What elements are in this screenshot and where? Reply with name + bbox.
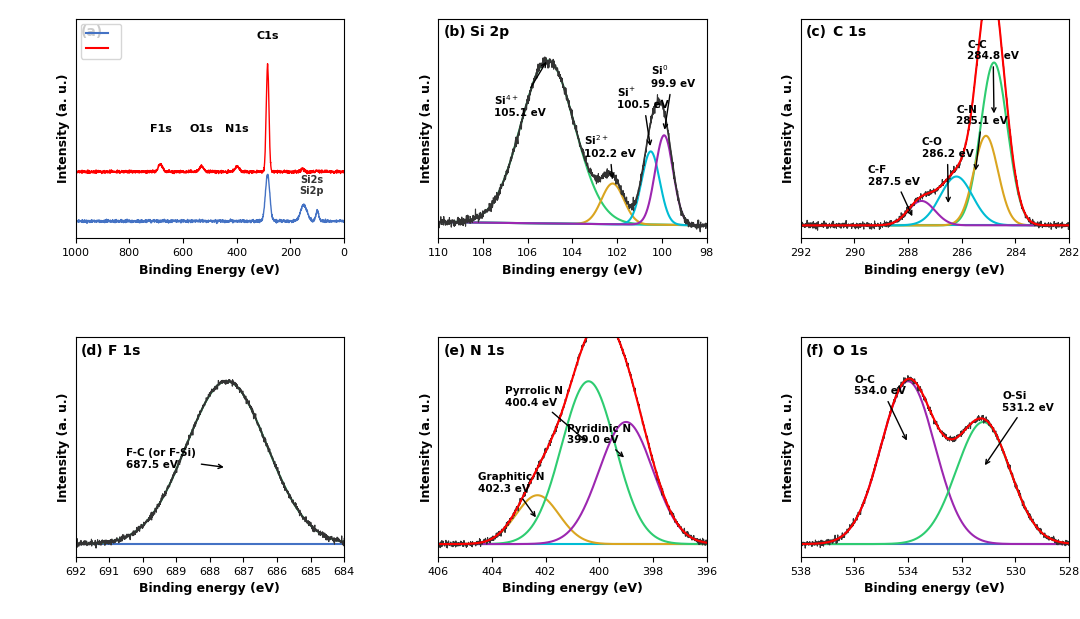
Text: (b): (b) [444, 25, 467, 39]
X-axis label: Binding energy (eV): Binding energy (eV) [502, 264, 643, 277]
Text: C-N
285.1 eV: C-N 285.1 eV [957, 105, 1008, 169]
Text: Pyrrolic N
400.4 eV: Pyrrolic N 400.4 eV [505, 386, 585, 440]
Y-axis label: Intensity (a. u.): Intensity (a. u.) [419, 74, 433, 183]
Text: C-O
286.2 eV: C-O 286.2 eV [921, 137, 973, 201]
Y-axis label: Intensity (a. u.): Intensity (a. u.) [57, 74, 70, 183]
Text: (d): (d) [81, 344, 104, 358]
Text: Si 2p: Si 2p [471, 25, 510, 39]
Text: N1s: N1s [226, 124, 248, 134]
Text: O1s: O1s [190, 124, 214, 134]
Text: F-C (or F-Si)
687.5 eV: F-C (or F-Si) 687.5 eV [126, 448, 222, 470]
Y-axis label: Intensity (a. u.): Intensity (a. u.) [782, 74, 795, 183]
Text: O 1s: O 1s [833, 344, 867, 358]
Text: F 1s: F 1s [108, 344, 140, 358]
Text: F1s: F1s [149, 124, 172, 134]
X-axis label: Binding energy (eV): Binding energy (eV) [864, 582, 1005, 595]
Text: O-Si
531.2 eV: O-Si 531.2 eV [986, 391, 1054, 464]
Y-axis label: Intensity (a. u.): Intensity (a. u.) [419, 392, 433, 502]
Text: Pyridinic N
399.0 eV: Pyridinic N 399.0 eV [567, 423, 631, 456]
Text: Graphitic N
402.3 eV: Graphitic N 402.3 eV [478, 472, 545, 516]
Text: Si$^{0}$
99.9 eV: Si$^{0}$ 99.9 eV [651, 64, 694, 128]
X-axis label: Binding Energy (eV): Binding Energy (eV) [139, 264, 281, 277]
Text: C 1s: C 1s [833, 25, 866, 39]
Text: C-F
287.5 eV: C-F 287.5 eV [868, 165, 920, 215]
Text: (f): (f) [806, 344, 825, 358]
Text: Si$^{4+}$
105.1 eV: Si$^{4+}$ 105.1 eV [494, 63, 545, 118]
X-axis label: Binding energy (eV): Binding energy (eV) [502, 582, 643, 595]
Legend: , : , [81, 24, 121, 59]
Y-axis label: Intensity (a. u.): Intensity (a. u.) [57, 392, 70, 502]
Text: C-C
284.8 eV: C-C 284.8 eV [968, 40, 1020, 112]
Text: (e): (e) [444, 344, 465, 358]
Text: Si$^{2+}$
102.2 eV: Si$^{2+}$ 102.2 eV [583, 134, 635, 177]
Text: N 1s: N 1s [471, 344, 504, 358]
Text: (a): (a) [81, 25, 104, 39]
Text: (c): (c) [806, 25, 827, 39]
Text: Si$^{+}$
100.5 eV: Si$^{+}$ 100.5 eV [617, 85, 669, 145]
Text: O-C
534.0 eV: O-C 534.0 eV [854, 374, 906, 439]
X-axis label: Binding energy (eV): Binding energy (eV) [139, 582, 281, 595]
Text: C1s: C1s [256, 30, 279, 41]
X-axis label: Binding energy (eV): Binding energy (eV) [864, 264, 1005, 277]
Text: Si2s
Si2p: Si2s Si2p [299, 175, 324, 196]
Y-axis label: Intensity (a. u.): Intensity (a. u.) [782, 392, 795, 502]
